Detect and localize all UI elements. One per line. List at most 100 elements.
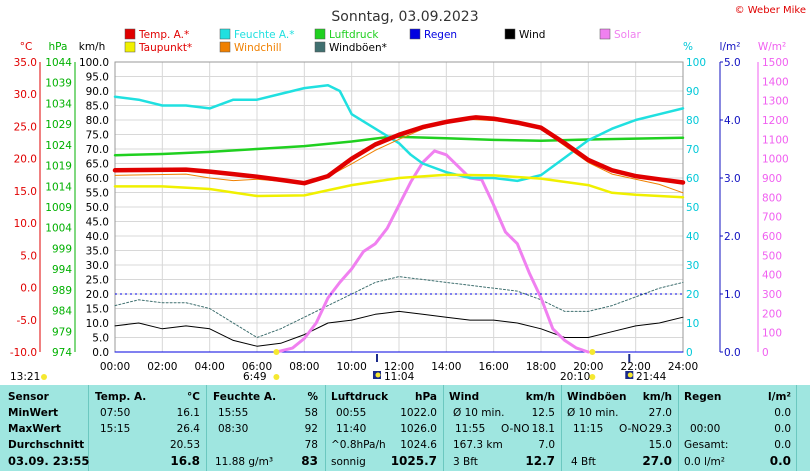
y-tick-temp: 30.0 <box>14 89 37 101</box>
hum-avg: 78 <box>304 439 318 451</box>
press-min: 1022.0 <box>400 407 437 419</box>
y-tick-temp: 20.0 <box>14 154 37 166</box>
rain-total: 0.0 <box>774 439 791 451</box>
x-tick-label: 20:00 <box>573 361 603 373</box>
y-tick-humidity: 80 <box>686 115 699 127</box>
axis-unit-humidity: % <box>683 41 693 53</box>
sun-icon <box>41 374 47 380</box>
y-tick-pressure: 1029 <box>45 119 72 131</box>
y-tick-wind: 60.0 <box>86 173 109 185</box>
x-tick-label: 16:00 <box>479 361 509 373</box>
y-tick-rain: 2.0 <box>724 231 741 243</box>
legend-label: Solar <box>614 29 641 41</box>
y-tick-temp: 5.0 <box>20 250 37 262</box>
legend-swatch <box>219 41 231 53</box>
temp-avg: 20.53 <box>169 439 200 451</box>
press-max: 1026.0 <box>400 423 437 435</box>
rain-unit: l/m² <box>768 391 791 403</box>
legend-label: Luftdruck <box>329 29 379 41</box>
temp-max: 26.4 <box>176 423 200 435</box>
temp-max-time: 15:15 <box>100 423 131 435</box>
rain-header: Regen <box>684 391 722 403</box>
moon-icon <box>375 372 381 378</box>
x-tick-label: 02:00 <box>147 361 177 373</box>
y-tick-temp: 35.0 <box>14 57 37 69</box>
y-tick-solar: 1300 <box>762 96 789 108</box>
y-tick-rain: 3.0 <box>724 173 741 185</box>
axis-unit-labels: °C hPa km/h% l/m² W/m² <box>20 41 786 53</box>
series-line-windb-en <box>114 276 684 338</box>
y-tick-pressure: 1024 <box>45 140 72 152</box>
y-tick-solar: 1200 <box>762 115 789 127</box>
gust-header: Windböen <box>567 391 627 403</box>
y-tick-pressure: 1034 <box>45 98 72 110</box>
y-tick-temp: -10.0 <box>10 347 37 359</box>
x-tick-label: 18:00 <box>526 361 556 373</box>
legend-swatch <box>124 28 136 40</box>
y-tick-wind: 20.0 <box>86 289 109 301</box>
y-tick-humidity: 90 <box>686 86 699 98</box>
marker-time-label: 6:49 <box>243 371 267 383</box>
chart-title: Sonntag, 03.09.2023 <box>331 9 478 25</box>
x-tick-label: 24:00 <box>668 361 698 373</box>
y-tick-pressure: 1004 <box>45 223 72 235</box>
series-layer <box>112 83 686 354</box>
row-label-sensor: Sensor <box>8 391 49 403</box>
rain-r2: 0.0 <box>774 423 791 435</box>
row-label-avg: Durchschnitt <box>8 439 85 451</box>
x-tick-label: 08:00 <box>289 361 319 373</box>
legend-label: Taupunkt* <box>138 42 192 54</box>
wind-avg10: 12.5 <box>531 407 555 419</box>
x-tick-label: 22:00 <box>621 361 651 373</box>
y-tick-solar: 1100 <box>762 134 789 146</box>
axis-unit-solar: W/m² <box>758 41 786 53</box>
time-markers: 6:49 13:21 20:10 11:04 21:44 <box>10 349 667 383</box>
sun-icon <box>273 374 280 380</box>
hum-max: 92 <box>304 423 318 435</box>
press-header: Luftdruck <box>331 391 389 403</box>
sun-icon <box>589 349 596 355</box>
y-tick-humidity: 60 <box>686 173 699 185</box>
row-label-min: MinWert <box>8 407 59 419</box>
y-tick-pressure: 1009 <box>45 202 72 214</box>
copyright-label: © Weber Mike <box>735 5 806 16</box>
series-line-taupunkt <box>113 173 685 199</box>
gust-max-time: 11:15 <box>573 423 604 435</box>
wind-max-time: 11:55 <box>455 423 486 435</box>
y-tick-pressure: 999 <box>52 243 72 255</box>
press-forecast: sonnig <box>331 456 366 468</box>
y-tick-wind: 5.0 <box>92 333 109 345</box>
wind-max: 18.1 <box>531 423 555 435</box>
series-line-feuchte-a <box>113 83 685 183</box>
x-tick-label: 04:00 <box>195 361 225 373</box>
y-tick-pressure: 974 <box>52 347 72 359</box>
marker-time-label: 13:21 <box>10 371 40 383</box>
rain-time: 00:00 <box>690 423 721 435</box>
gust-max-direction: O-NO <box>619 423 648 435</box>
wind-beaufort: 3 Bft <box>453 456 478 468</box>
y-tick-humidity: 100 <box>686 57 706 69</box>
grid <box>114 61 684 353</box>
axis-unit-rain: l/m² <box>720 41 741 53</box>
y-tick-rain: 0.0 <box>724 347 741 359</box>
wind-max-direction: O-NO <box>501 423 530 435</box>
y-tick-wind: 80.0 <box>86 115 109 127</box>
wind-unit: km/h <box>525 391 555 403</box>
hum-max-time: 08:30 <box>218 423 249 435</box>
legend-swatch <box>599 28 611 40</box>
legend-swatch <box>124 41 136 53</box>
y-tick-wind: 70.0 <box>86 144 109 156</box>
y-tick-solar: 800 <box>762 192 782 204</box>
y-tick-wind: 25.0 <box>86 275 109 287</box>
wind-current: 12.7 <box>525 454 555 468</box>
row-label-max: MaxWert <box>8 423 61 435</box>
gust-beaufort: 4 Bft <box>571 456 596 468</box>
y-tick-wind: 45.0 <box>86 217 109 229</box>
temp-current: 16.8 <box>170 454 200 468</box>
marker-time-label: 11:04 <box>384 371 415 383</box>
y-tick-temp: 25.0 <box>14 121 37 133</box>
y-tick-humidity: 50 <box>686 202 699 214</box>
y-tick-rain: 5.0 <box>724 57 741 69</box>
legend-label: Regen <box>424 29 457 41</box>
y-axes: 35.0 30.0 25.0 20.0 15.0 10.0 5.0 0.0 -5.0 -10.0 1… <box>10 57 789 359</box>
